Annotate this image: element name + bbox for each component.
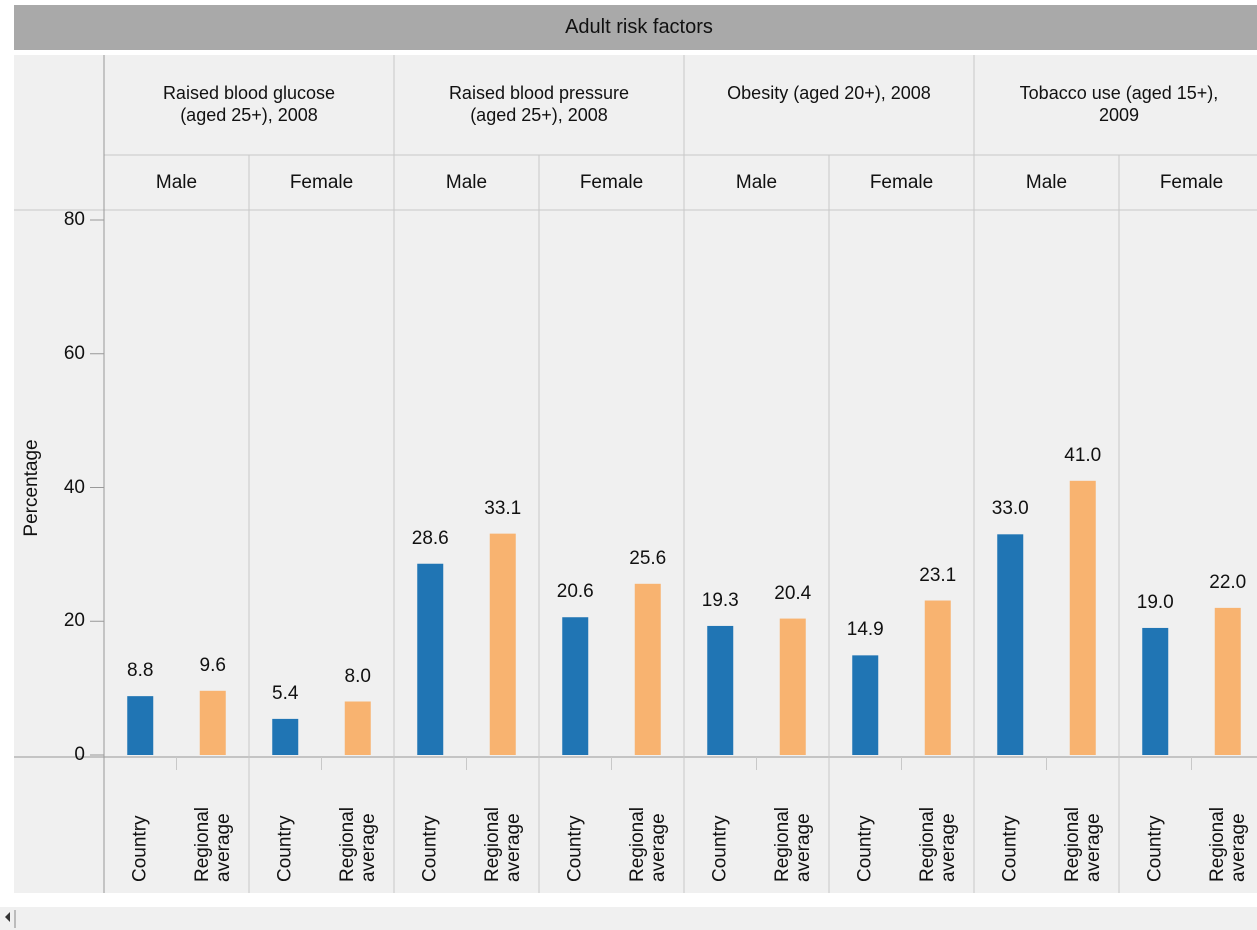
- category-label: Regional average: [916, 807, 959, 882]
- value-label: 33.0: [991, 498, 1029, 520]
- value-label: 41.0: [1064, 444, 1102, 466]
- category-label: Country: [1144, 815, 1166, 882]
- bar: [924, 600, 951, 755]
- group-header: Tobacco use (aged 15+), 2009: [1019, 83, 1219, 125]
- value-label: 9.6: [199, 654, 226, 676]
- scroll-arrow[interactable]: [5, 912, 10, 922]
- group-header: Raised blood glucose (aged 25+), 2008: [162, 83, 336, 125]
- value-label: 28.6: [411, 527, 449, 549]
- bar: [997, 534, 1024, 755]
- scrollbar[interactable]: [0, 907, 1257, 930]
- bar: [1069, 480, 1096, 755]
- value-label: 22.0: [1209, 571, 1247, 593]
- subgroup-header: Female: [869, 172, 934, 193]
- category-label: Country: [709, 815, 731, 882]
- subgroup-header: Male: [445, 172, 488, 193]
- category-label: Country: [129, 815, 151, 882]
- subgroup-header: Female: [579, 172, 644, 193]
- value-label: 20.4: [774, 582, 812, 604]
- category-label: Country: [999, 815, 1021, 882]
- bar: [344, 701, 371, 755]
- bar: [272, 718, 299, 755]
- chart-title: Adult risk factors: [565, 16, 713, 38]
- subgroup-header: Female: [289, 172, 354, 193]
- bar: [199, 690, 226, 755]
- y-tick-label: 20: [63, 610, 85, 632]
- value-label: 33.1: [484, 497, 522, 519]
- category-label: Regional average: [1206, 807, 1249, 882]
- value-label: 14.9: [846, 619, 884, 641]
- value-label: 20.6: [556, 581, 594, 603]
- category-label: Regional average: [771, 807, 814, 882]
- category-label: Regional average: [191, 807, 234, 882]
- category-label: Country: [274, 815, 296, 882]
- subgroup-header: Male: [155, 172, 198, 193]
- value-label: 19.3: [701, 589, 739, 611]
- bar: [127, 696, 154, 755]
- value-label: 25.6: [629, 547, 667, 569]
- category-label: Regional average: [481, 807, 524, 882]
- bar: [779, 618, 806, 755]
- y-tick-label: 40: [63, 476, 85, 498]
- value-label: 8.0: [344, 665, 371, 687]
- bar: [707, 625, 734, 755]
- category-label: Country: [419, 815, 441, 882]
- bar: [417, 563, 444, 755]
- category-label: Regional average: [336, 807, 379, 882]
- value-label: 5.4: [272, 682, 299, 704]
- subgroup-header: Male: [1025, 172, 1068, 193]
- value-label: 8.8: [127, 660, 154, 682]
- group-header: Raised blood pressure (aged 25+), 2008: [448, 83, 630, 125]
- category-label: Regional average: [626, 807, 669, 882]
- category-label: Regional average: [1061, 807, 1104, 882]
- y-tick-label: 0: [74, 744, 85, 765]
- bar: [852, 655, 879, 755]
- subgroup-header: Male: [735, 172, 778, 193]
- category-label: Country: [564, 815, 586, 882]
- category-label: Country: [854, 815, 876, 882]
- value-label: 19.0: [1136, 591, 1174, 613]
- bar: [562, 617, 589, 755]
- title-bar: [14, 5, 1257, 50]
- bar: [634, 583, 661, 755]
- value-label: 23.1: [919, 564, 957, 586]
- group-header: Obesity (aged 20+), 2008: [727, 83, 931, 103]
- bar: [1214, 607, 1241, 755]
- bar: [1142, 627, 1169, 755]
- y-tick-label: 80: [63, 209, 85, 230]
- bar: [489, 533, 516, 755]
- subgroup-header: Female: [1159, 172, 1224, 193]
- y-tick-label: 60: [63, 342, 85, 364]
